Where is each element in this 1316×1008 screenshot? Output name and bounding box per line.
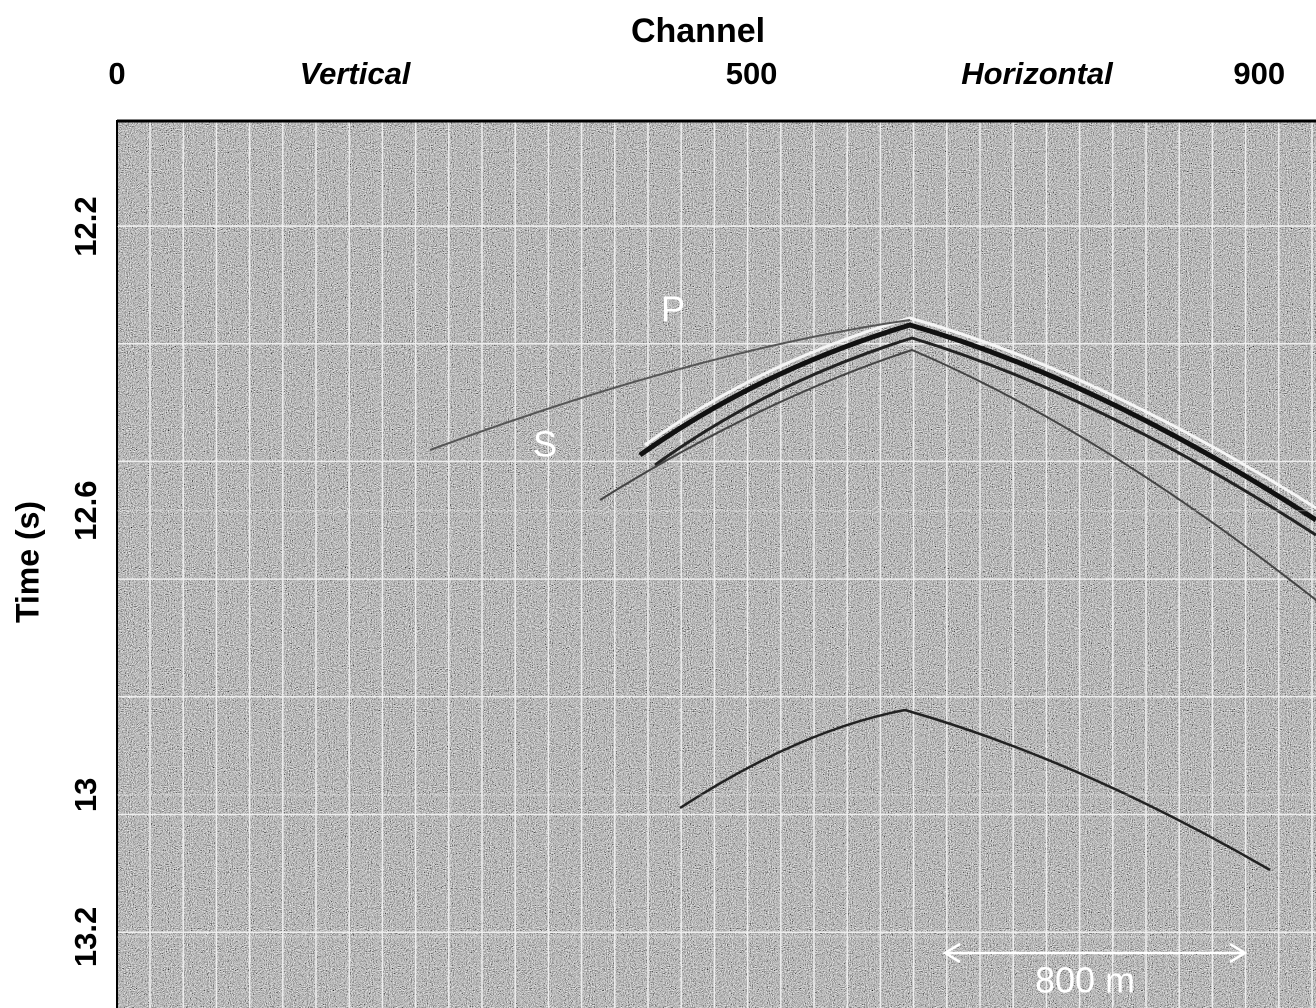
annotation: S <box>533 424 557 465</box>
x-tick-label: 0 <box>108 56 125 91</box>
x-tick-label: 500 <box>726 56 778 91</box>
chart-title: Channel <box>631 12 765 50</box>
section-label: Horizontal <box>961 56 1114 91</box>
y-axis-label: Time (s) <box>9 501 45 623</box>
y-tick-label: 12.6 <box>68 481 103 541</box>
y-tick-label: 13 <box>68 778 103 812</box>
annotation: P <box>661 289 685 330</box>
annotation: 800 m <box>1035 960 1135 1001</box>
plot-area <box>117 120 1316 1008</box>
chart: Channel Time (s) 0 500 900 12.2 12.6 13 13.2 Ve… <box>0 0 1316 1008</box>
noise-texture <box>117 120 1316 1008</box>
y-tick-label: 12.2 <box>68 196 103 256</box>
y-tick-label: 13.2 <box>68 907 103 967</box>
x-tick-label: 900 <box>1233 56 1285 91</box>
section-label: Vertical <box>300 56 412 91</box>
